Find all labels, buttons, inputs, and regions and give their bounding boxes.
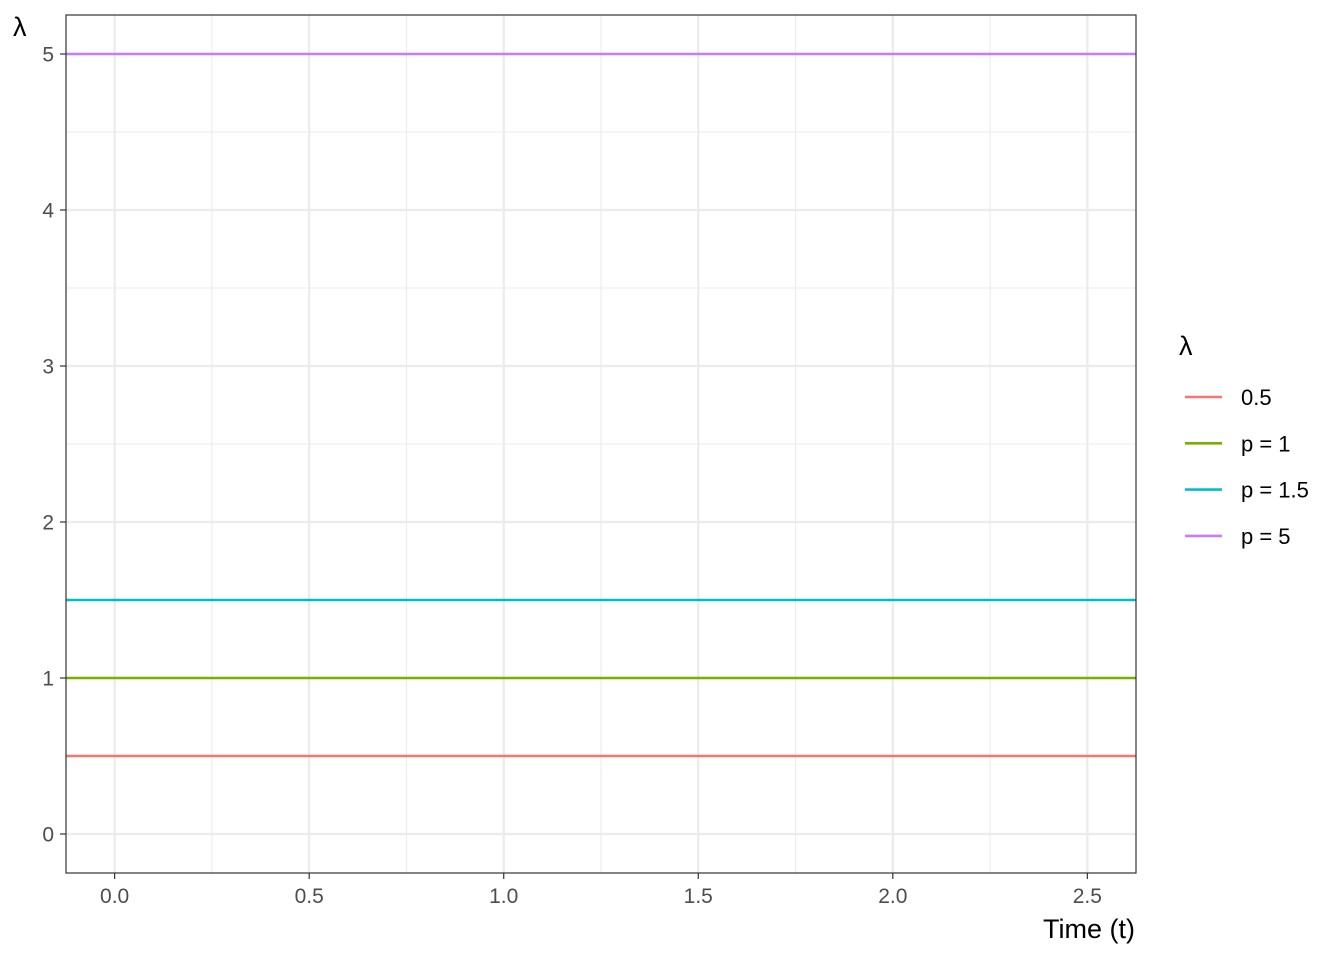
y-tick-label: 2 bbox=[42, 512, 54, 535]
x-tick-label: 1.0 bbox=[489, 885, 518, 908]
legend-title: λ bbox=[1179, 331, 1193, 361]
plot-border bbox=[65, 14, 1137, 874]
y-tick-label: 5 bbox=[42, 44, 54, 67]
x-tick-label: 2.5 bbox=[1073, 885, 1102, 908]
y-tick-label: 4 bbox=[42, 200, 54, 223]
x-tick-label: 2.0 bbox=[878, 885, 907, 908]
x-tick-label: 0.0 bbox=[100, 885, 129, 908]
legend-item: p = 1 bbox=[1185, 431, 1291, 456]
legend-item: p = 5 bbox=[1185, 524, 1291, 549]
legend-label: p = 1.5 bbox=[1241, 478, 1309, 503]
y-tick-label: 1 bbox=[42, 668, 54, 691]
x-tick-label: 0.5 bbox=[295, 885, 324, 908]
series-layer bbox=[66, 52, 1136, 758]
y-axis: 0 1 2 3 4 5 bbox=[42, 44, 66, 847]
legend-item: p = 1.5 bbox=[1185, 478, 1309, 503]
x-tick-label: 1.5 bbox=[684, 885, 713, 908]
y-axis-title: λ bbox=[13, 12, 27, 42]
x-axis: 0.0 0.5 1.0 1.5 2.0 2.5 bbox=[100, 873, 1102, 908]
legend-label: 0.5 bbox=[1241, 385, 1272, 410]
y-tick-label: 0 bbox=[42, 824, 54, 847]
legend-items: 0.5 p = 1 p = 1.5 p = 5 bbox=[1185, 385, 1309, 549]
x-axis-title: Time (t) bbox=[1043, 914, 1135, 944]
legend-label: p = 5 bbox=[1241, 524, 1291, 549]
legend: λ 0.5 p = 1 p = 1.5 p = 5 bbox=[1179, 331, 1309, 549]
legend-item: 0.5 bbox=[1185, 385, 1272, 410]
legend-label: p = 1 bbox=[1241, 431, 1291, 456]
y-tick-label: 3 bbox=[42, 356, 54, 379]
